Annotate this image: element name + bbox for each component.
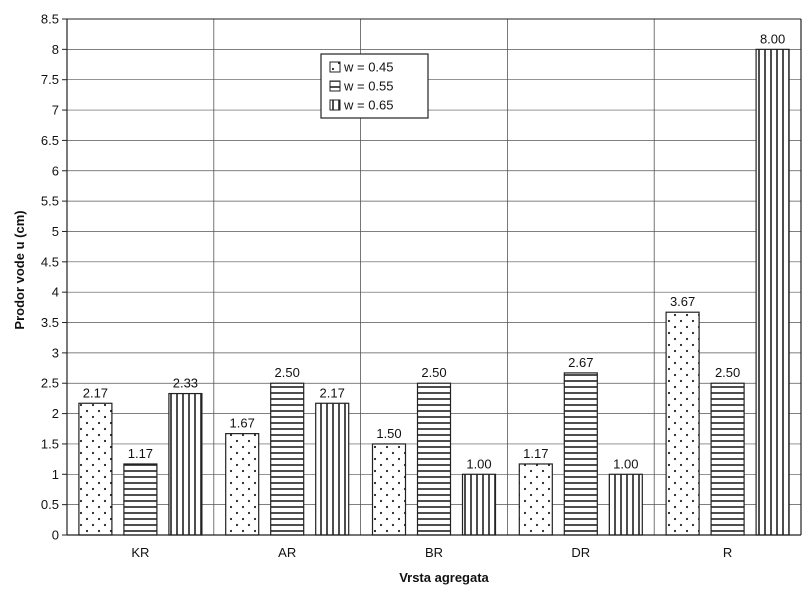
data-label: 1.00 (466, 456, 491, 471)
data-labels: 2.17 1.17 2.33 1.67 2.50 2.17 1.50 2.50 1.00 1.17… (83, 31, 786, 471)
y-tick-label: 3.5 (41, 315, 59, 330)
y-tick-label: 7.5 (41, 72, 59, 87)
y-tick-label: 4.5 (41, 254, 59, 269)
y-tick-label: 6.5 (41, 133, 59, 148)
x-tick-label: DR (571, 545, 590, 560)
bar-r-series-3 (755, 48, 790, 536)
y-tick-label: 1 (52, 467, 59, 482)
legend-swatch (329, 80, 341, 92)
bar-kr-series-1 (78, 402, 113, 536)
bar-dr-series-2 (563, 372, 598, 536)
bar-r-series-1 (665, 311, 700, 536)
grid-lines (66, 18, 802, 535)
y-tick-label: 7 (52, 103, 59, 118)
data-label: 2.50 (421, 365, 446, 380)
y-tick-label: 2.5 (41, 376, 59, 391)
data-label: 8.00 (760, 31, 785, 46)
y-tick-label: 6 (52, 163, 59, 178)
data-label: 1.17 (128, 446, 153, 461)
y-tick-label: 0.5 (41, 497, 59, 512)
x-tick-label: R (723, 545, 732, 560)
bar-br-series-3 (461, 473, 497, 536)
y-tick-label: 2 (52, 406, 59, 421)
data-label: 3.67 (670, 294, 695, 309)
y-tick-label: 8 (52, 42, 59, 57)
legend-label: w = 0.55 (343, 79, 394, 94)
bar-kr-series-2 (123, 463, 158, 536)
y-tick-label: 5.5 (41, 194, 59, 209)
data-label: 2.17 (320, 385, 345, 400)
data-label: 1.50 (376, 426, 401, 441)
y-tick-label: 3 (52, 345, 59, 360)
x-tick-label: AR (278, 545, 296, 560)
bar-ar-series-1 (225, 433, 260, 536)
data-label: 2.50 (275, 365, 300, 380)
x-tick-label: KR (131, 545, 149, 560)
y-tick-label: 1.5 (41, 436, 59, 451)
data-label: 1.00 (613, 456, 638, 471)
bars (78, 48, 790, 536)
data-label: 1.67 (230, 416, 255, 431)
bar-dr-series-3 (608, 473, 643, 536)
data-label: 2.50 (715, 365, 740, 380)
data-label: 2.67 (568, 355, 593, 370)
data-label: 2.33 (173, 376, 198, 391)
x-axis-title: Vrsta agregata (399, 570, 489, 585)
legend-swatch (329, 99, 341, 111)
y-tick-label: 8.5 (41, 12, 59, 27)
bar-ar-series-3 (315, 402, 350, 536)
bar-ar-series-2 (270, 382, 305, 536)
legend: w = 0.45 w = 0.55 w = 0.65 (320, 53, 429, 119)
y-axis-title: Prodor vode u (cm) (12, 210, 27, 329)
bar-r-series-2 (710, 382, 745, 536)
legend-label: w = 0.65 (343, 98, 394, 113)
y-tick-label: 4 (52, 285, 59, 300)
y-tick-label: 5 (52, 224, 59, 239)
axes: 0 0.5 1 1.5 2 2.5 3 3.5 4 4.5 5 5.5 6 6.5 7 7.5 8 8.5 KR AR… (41, 12, 801, 560)
data-label: 1.17 (523, 446, 548, 461)
bar-br-series-2 (416, 382, 452, 536)
x-tick-label: BR (425, 545, 443, 560)
legend-swatch (329, 61, 341, 73)
y-tick-label: 0 (52, 528, 59, 543)
data-label: 2.17 (83, 385, 108, 400)
bar-kr-series-3 (168, 392, 203, 536)
bar-dr-series-1 (518, 463, 553, 536)
legend-label: w = 0.45 (343, 60, 394, 75)
bar-br-series-1 (371, 443, 407, 536)
